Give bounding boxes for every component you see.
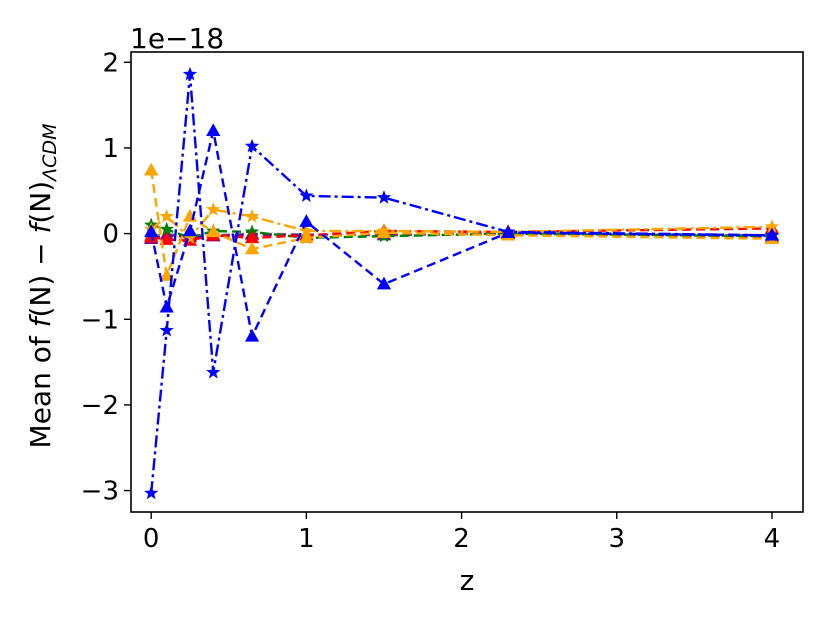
data-point-star [182,230,198,244]
y-axis-label: Mean of f(N) − f(N)ΛCDM [24,124,61,449]
data-point-triangle [206,123,221,137]
data-point-star [299,188,314,202]
data-point-triangle [206,224,221,238]
data-point-star [244,138,260,153]
y-tick-label: −2 [81,391,119,421]
data-point-triangle [182,223,198,237]
data-point-triangle [244,230,260,244]
y-tick-label: −1 [81,305,119,335]
y-label-mid: (N) − [24,233,57,317]
series-0 [144,66,780,500]
data-point-triangle [182,208,198,222]
data-point-triangle [244,328,260,342]
data-point-star [764,227,780,242]
axes-frame [130,51,804,513]
y-label-prefix: Mean of [24,327,57,448]
data-point-star [159,322,174,337]
series-line [149,74,772,494]
data-point-triangle [299,214,314,227]
y-tick-label: 2 [102,48,119,78]
data-point-triangle [159,232,174,245]
data-point-triangle [144,224,159,238]
data-point-triangle [159,299,174,313]
data-point-star [206,364,221,379]
data-point-star [144,485,159,500]
x-tick-label: 2 [453,524,470,554]
y-tick-label: −3 [81,477,119,507]
data-point-star [299,223,314,238]
data-point-triangle [144,162,159,176]
data-point-star [159,221,174,236]
data-point-star [206,202,221,216]
data-point-star [244,208,260,223]
data-point-star [376,190,392,204]
data-point-star [500,224,516,238]
data-point-triangle [159,268,174,281]
y-label-mid2: (N) [24,181,57,224]
y-tick-label: 1 [102,134,119,164]
plot-area [144,66,780,500]
data-point-star [159,208,174,223]
data-point-star [182,66,198,81]
x-tick-label: 1 [298,524,315,554]
x-tick-label: 0 [143,524,160,554]
x-tick-label: 3 [608,524,625,554]
data-point-triangle [299,230,314,244]
offset-text: 1e−18 [130,22,224,55]
x-axis-label: z [460,564,475,597]
series-line [150,208,772,240]
data-point-star [764,219,780,233]
data-point-triangle [244,241,260,255]
series-1 [144,123,780,342]
tick-group: 0 1 2 3 4 −3 −2 −1 0 1 2 [81,48,781,554]
y-label-subscript: ΛCDM [39,124,61,183]
data-point-triangle [376,276,392,290]
y-tick-label: 0 [102,220,119,250]
x-tick-label: 4 [764,524,781,554]
data-point-triangle [376,225,392,238]
